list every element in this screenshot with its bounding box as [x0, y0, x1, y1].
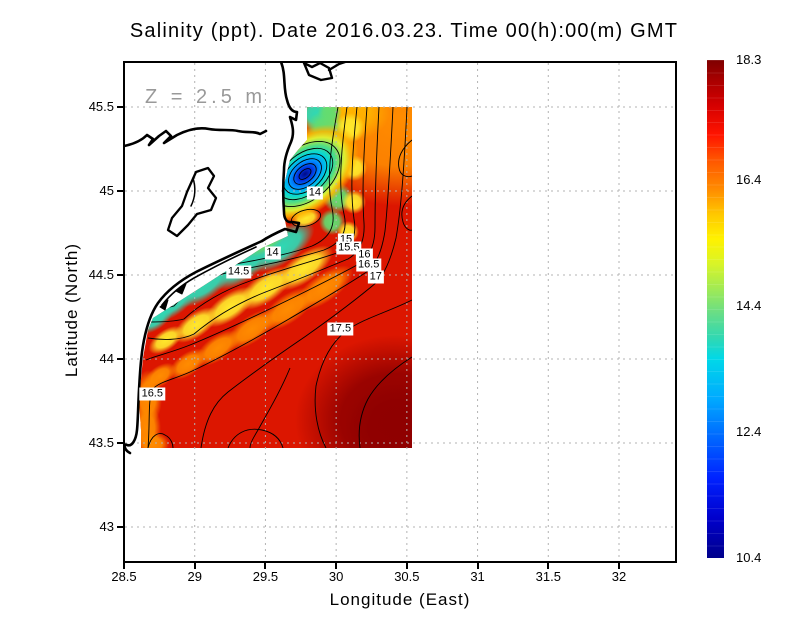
contour-label: 14 [264, 246, 281, 260]
contour-label: 17.5 [327, 322, 354, 336]
coast-spit-north [260, 63, 301, 243]
contour-label: 14.5 [225, 265, 252, 279]
x-tick-label: 29.5 [252, 569, 279, 584]
x-tick-label: 30 [328, 569, 344, 584]
x-axis-label: Longitude (East) [329, 590, 471, 609]
contour-label: 16.5 [355, 258, 382, 272]
contour-label: 17 [367, 270, 384, 284]
coast-north-shore [125, 126, 268, 148]
colorbar-tick-label: 18.3 [736, 52, 762, 67]
colorbar [707, 60, 724, 558]
colorbar-tick-label: 16.4 [736, 171, 762, 187]
contour-label: 16.5 [139, 387, 165, 401]
depth-annotation: Z = 2.5 m [145, 86, 267, 108]
x-tick-label: 30.5 [394, 569, 420, 584]
contour-lines [145, 107, 412, 448]
y-tick [117, 106, 123, 108]
contour-label: 15.5 [336, 241, 362, 255]
x-tick-label: 31.5 [535, 569, 561, 584]
y-tick-label: 45 [99, 183, 114, 198]
x-tick [335, 563, 338, 569]
x-tick-label: 31 [470, 569, 485, 584]
y-tick [117, 442, 123, 444]
x-tick [264, 563, 267, 569]
x-tick-label: 32 [611, 569, 627, 584]
colorbar-tick-label: 10.4 [736, 550, 762, 565]
coast-lagoon [166, 166, 218, 238]
x-tick [618, 563, 620, 569]
plot-title: Salinity (ppt). Date 2016.03.23. Time 00… [129, 20, 679, 42]
x-tick [476, 563, 479, 569]
x-tick-label: 28.5 [111, 569, 137, 584]
y-tick-label: 44 [99, 351, 114, 366]
contour-label: 16 [356, 248, 373, 262]
salinity-field [139, 107, 412, 448]
colorbar-tick-label: 14.4 [736, 297, 762, 313]
coast-island [302, 63, 334, 82]
map-canvas [125, 63, 675, 561]
colorbar-tick-label: 12.4 [736, 423, 762, 439]
y-tick [117, 526, 123, 528]
coast-barrier-beach [161, 246, 257, 306]
y-tick-label: 44.5 [88, 267, 114, 282]
x-tick [547, 563, 550, 569]
x-tick [123, 563, 125, 569]
x-tick [405, 563, 408, 569]
coast-west-shore [125, 239, 264, 455]
x-tick [193, 563, 196, 569]
y-tick-label: 43.5 [88, 435, 114, 450]
coast-barrier-points [159, 283, 187, 311]
contour-label: 14 [306, 186, 324, 200]
coastline [125, 63, 346, 455]
y-tick [117, 358, 123, 360]
y-tick [117, 190, 123, 192]
x-tick-label: 29 [187, 569, 202, 584]
y-tick-label: 43 [99, 519, 114, 534]
y-tick-label: 45.5 [88, 99, 114, 114]
coast-lagoon-inner [190, 177, 196, 207]
y-tick [117, 274, 123, 276]
coast-spur [327, 63, 346, 72]
